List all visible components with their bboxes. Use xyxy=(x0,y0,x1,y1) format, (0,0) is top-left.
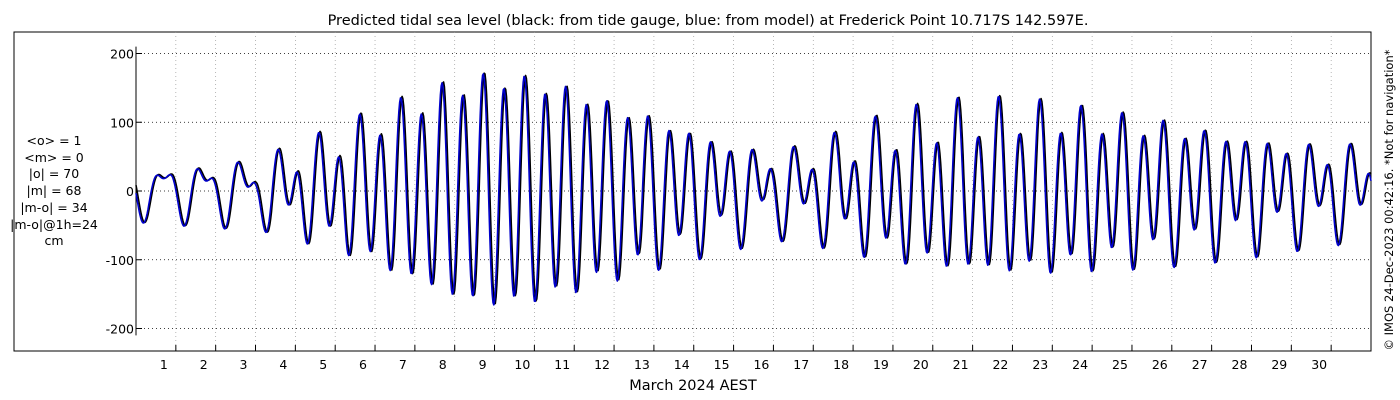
x-tick-label: 21 xyxy=(953,357,969,372)
x-tick-label: 26 xyxy=(1152,357,1168,372)
x-tick-label: 4 xyxy=(279,357,287,372)
x-tick-label: 3 xyxy=(240,357,248,372)
x-tick-label: 27 xyxy=(1192,357,1208,372)
grid-lines xyxy=(136,32,1371,351)
series-layer xyxy=(135,72,1372,306)
x-tick-label: 10 xyxy=(514,357,530,372)
x-tick-label: 14 xyxy=(674,357,690,372)
x-tick-label: 18 xyxy=(833,357,849,372)
axes xyxy=(135,46,1332,351)
x-tick-label: 24 xyxy=(1072,357,1088,372)
stat-line: <m> = 0 xyxy=(24,149,84,165)
stat-line: |o| = 70 xyxy=(28,166,80,182)
y-tick-labels: -200 -100 0 100 200 xyxy=(106,47,134,337)
plot-frame xyxy=(13,31,1372,352)
x-tick-label: 2 xyxy=(200,357,208,372)
x-tick-label: 6 xyxy=(359,357,367,372)
x-tick-label: 29 xyxy=(1271,357,1287,372)
stat-line: cm xyxy=(44,233,64,249)
x-tick-label: 8 xyxy=(439,357,447,372)
x-tick-label: 25 xyxy=(1112,357,1128,372)
x-tick-label: 15 xyxy=(714,357,730,372)
x-tick-label: 13 xyxy=(634,357,650,372)
x-tick-labels: 1 2 3 4 5 6 7 8 9 10 11 12 13 14 15 16 17 18 19 20 21 22 23 24 2… xyxy=(160,357,1327,372)
x-tick-label: 16 xyxy=(753,357,769,372)
x-tick-label: 11 xyxy=(554,357,570,372)
y-tick-label: 200 xyxy=(110,47,134,62)
y-tick-label: 0 xyxy=(126,184,134,199)
x-tick-label: 30 xyxy=(1311,357,1327,372)
x-tick-label: 7 xyxy=(399,357,407,372)
x-tick-label: 9 xyxy=(479,357,487,372)
x-tick-label: 19 xyxy=(873,357,889,372)
x-tick-label: 23 xyxy=(1032,357,1048,372)
x-tick-label: 1 xyxy=(160,357,168,372)
stat-line: |m-o|@1h=24 xyxy=(10,216,98,232)
x-axis-label: March 2024 AEST xyxy=(629,378,757,394)
x-tick-label: 12 xyxy=(594,357,610,372)
y-tick-label: -100 xyxy=(106,253,134,268)
x-tick-label: 28 xyxy=(1232,357,1248,372)
chart-title: Predicted tidal sea level (black: from t… xyxy=(328,13,1089,29)
x-tick-label: 20 xyxy=(913,357,929,372)
y-tick-label: 100 xyxy=(110,115,134,130)
x-tick-label: 22 xyxy=(992,357,1008,372)
y-tick-label: -200 xyxy=(106,322,134,337)
series-line-gauge xyxy=(135,72,1372,305)
series-line-model xyxy=(135,73,1372,306)
x-tick-label: 5 xyxy=(319,357,327,372)
x-tick-label: 17 xyxy=(793,357,809,372)
statistics-panel: <o> = 1 <m> = 0 |o| = 70 |m| = 68 |m-o| = 34… xyxy=(0,133,108,250)
copyright-text: © IMOS 24-Dec-2023 00:42:16. *Not for na… xyxy=(1382,49,1396,351)
stat-line: |m| = 68 xyxy=(26,183,82,199)
stat-line: <o> = 1 xyxy=(26,133,82,148)
stat-line: |m-o| = 34 xyxy=(20,199,88,215)
